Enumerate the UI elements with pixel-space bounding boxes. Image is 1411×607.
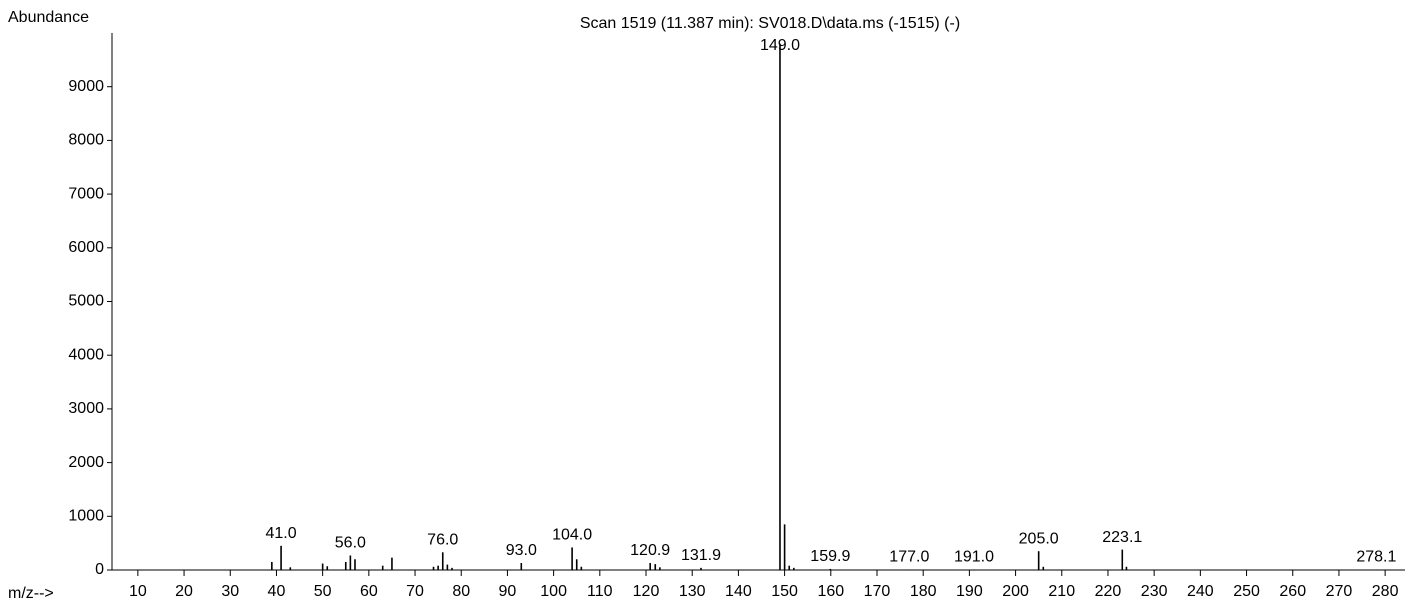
x-tick-label: 280 (1372, 583, 1399, 600)
x-tick-label: 40 (268, 583, 286, 600)
y-tick-label: 4000 (68, 346, 104, 363)
peak-label: 41.0 (266, 525, 297, 542)
x-tick-label: 220 (1095, 583, 1122, 600)
x-tick-label: 120 (633, 583, 660, 600)
x-tick-label: 70 (406, 583, 424, 600)
y-tick-label: 6000 (68, 239, 104, 256)
peak-label: 93.0 (506, 542, 537, 559)
x-tick-label: 210 (1048, 583, 1075, 600)
y-tick-label: 1000 (68, 508, 104, 525)
x-tick-label: 140 (725, 583, 752, 600)
y-tick-label: 7000 (68, 185, 104, 202)
x-tick-label: 110 (587, 583, 613, 600)
x-tick-label: 50 (314, 583, 332, 600)
x-tick-label: 190 (956, 583, 983, 600)
peak-label: 120.9 (630, 542, 670, 559)
x-tick-label: 150 (771, 583, 798, 600)
peak-label: 177.0 (889, 549, 929, 566)
y-tick-label: 0 (95, 561, 104, 578)
x-tick-label: 260 (1279, 583, 1306, 600)
x-tick-label: 270 (1326, 583, 1353, 600)
y-tick-label: 2000 (68, 454, 104, 471)
peak-label: 149.0 (760, 37, 800, 54)
peak-label: 159.9 (810, 548, 850, 565)
peak-label: 76.0 (427, 531, 458, 548)
x-tick-label: 180 (910, 583, 937, 600)
x-tick-label: 240 (1187, 583, 1214, 600)
peak-label: 131.9 (681, 547, 721, 564)
y-tick-label: 9000 (68, 78, 104, 95)
peak-label: 205.0 (1019, 530, 1059, 547)
x-axis-label: m/z--> (8, 585, 54, 602)
x-tick-label: 130 (679, 583, 706, 600)
peak-label: 223.1 (1102, 529, 1142, 546)
x-tick-label: 30 (221, 583, 239, 600)
chart-title: Scan 1519 (11.387 min): SV018.D\data.ms … (580, 15, 960, 32)
x-tick-label: 10 (129, 583, 147, 600)
x-tick-label: 230 (1141, 583, 1168, 600)
peak-label: 278.1 (1356, 549, 1396, 566)
x-tick-label: 160 (817, 583, 844, 600)
x-tick-label: 90 (499, 583, 517, 600)
x-tick-label: 20 (175, 583, 193, 600)
peak-label: 191.0 (954, 549, 994, 566)
x-tick-label: 250 (1233, 583, 1260, 600)
x-tick-label: 100 (540, 583, 567, 600)
y-axis-label: Abundance (8, 9, 89, 26)
x-tick-label: 80 (452, 583, 470, 600)
x-tick-label: 200 (1002, 583, 1029, 600)
y-tick-label: 3000 (68, 400, 104, 417)
x-tick-label: 170 (864, 583, 891, 600)
x-tick-label: 60 (360, 583, 378, 600)
y-tick-label: 5000 (68, 293, 104, 310)
y-tick-label: 8000 (68, 132, 104, 149)
peak-label: 56.0 (335, 535, 366, 552)
peak-label: 104.0 (552, 527, 592, 544)
